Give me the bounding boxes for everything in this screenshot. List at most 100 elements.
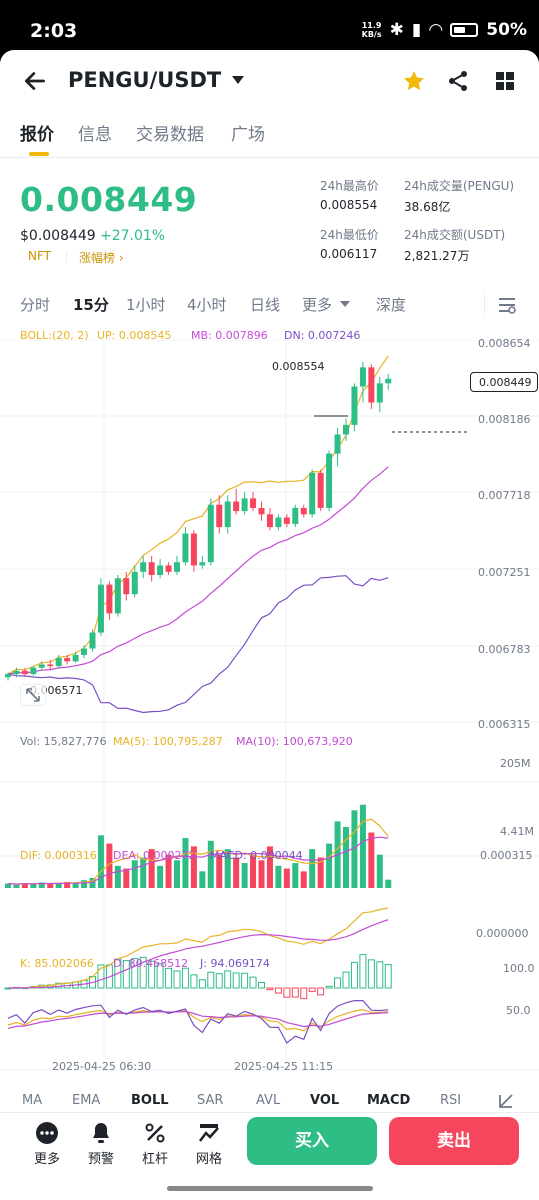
back-arrow-icon[interactable] [22,68,48,94]
alert-button[interactable]: 预警 [81,1121,121,1167]
candle [106,584,113,614]
indicator-tab-vol[interactable]: VOL [310,1093,340,1108]
bell-icon [93,1123,109,1143]
nft-tag[interactable]: NFT [28,249,51,263]
margin-button[interactable]: 杠杆 [135,1121,175,1167]
price-axis-label: 0.006315 [478,718,531,731]
boll-dn: DN: 0.007246 [284,329,361,342]
candle [72,654,79,662]
volume-bar [123,868,130,888]
macd-bar [376,961,384,989]
home-indicator [167,1186,373,1191]
vol-ma10: MA(10): 100,673,920 [236,735,353,748]
period-15m[interactable]: 15分 [73,296,109,314]
volume-bar [157,865,164,888]
period-1d[interactable]: 日线 [250,296,281,314]
macd-bar [148,960,156,989]
indicator-tab-rsi[interactable]: RSI [440,1093,462,1108]
period-4h[interactable]: 4小时 [187,296,227,314]
macd-bar [384,964,392,989]
buy-button[interactable]: 买入 [247,1117,377,1165]
net-speed: 11.9 KB/s [361,21,382,39]
macd-bar [274,987,282,994]
grid-bot-icon [199,1124,219,1142]
pair-title[interactable]: PENGU/USDT [68,68,222,92]
grid-button-label: 网格 [195,1152,222,1167]
tab-trade-data[interactable]: 交易数据 [136,125,204,145]
candle [216,504,223,528]
volume-bar [165,854,172,888]
indicator-tab-sar[interactable]: SAR [197,1093,224,1108]
macd-bar [190,974,198,989]
candle [317,472,324,508]
period-1h[interactable]: 1小时 [126,296,166,314]
kdj-j: J: 94.069174 [200,957,270,970]
candle [275,517,282,528]
expand-chart-icon[interactable] [20,684,46,706]
grid-button[interactable]: 网格 [189,1121,229,1167]
period-more[interactable]: 更多 [302,296,333,314]
indicator-tabs: MA EMA BOLL SAR AVL VOL MACD RSI [0,1090,539,1112]
high-marker-label: 0.008554 [272,360,325,373]
chart-settings-icon[interactable] [497,296,517,314]
volume-bar [81,880,88,888]
volume-bar [317,857,324,888]
volume-bar [326,843,333,888]
period-selector: 分时 15分 1小时 4小时 日线 更多 深度 [0,294,539,318]
tag-separator [66,251,67,262]
macd-dea: DEA: 0.000272 [113,849,196,862]
macd-bar [131,958,139,989]
macd-bar [300,987,308,1000]
macd-bar [308,987,316,992]
gainers-rank-link[interactable]: 涨幅榜 › [79,251,124,265]
macd-bar [156,963,164,989]
grid-menu-icon[interactable] [493,69,517,93]
macd-axis-label: 0.000315 [480,849,533,862]
candle [241,498,248,512]
indicator-tab-macd[interactable]: MACD [367,1093,411,1108]
indicator-tab-avl[interactable]: AVL [256,1093,281,1108]
vol-axis-label: 4.41M [500,825,534,838]
indicator-tab-ma[interactable]: MA [22,1093,43,1108]
header: PENGU/USDT [0,50,539,110]
candle [283,517,290,524]
kdj-axis-label: 100.0 [503,962,535,975]
price-axis-label: 0.008186 [478,413,531,426]
boll-up-line [7,355,389,675]
volume-bar [106,843,113,888]
vol-ma10-line [7,836,389,885]
macd-axis-label: 0.000000 [476,927,529,940]
tab-square[interactable]: 广场 [231,125,265,145]
period-depth[interactable]: 深度 [376,296,407,314]
candle [97,584,104,633]
kline-chart[interactable] [0,340,539,1090]
bluetooth-icon: ✱ [389,20,404,40]
candle [114,578,121,614]
battery-icon [450,23,479,37]
boll-mb-line [7,466,389,675]
macd-bar [122,960,130,989]
tab-quote[interactable]: 报价 [20,125,54,145]
volume-bar [5,883,11,888]
macd-bar [198,979,206,989]
more-caret-icon[interactable] [340,301,350,307]
tab-info[interactable]: 信息 [78,125,112,145]
sell-button[interactable]: 卖出 [389,1117,519,1165]
period-timeline[interactable]: 分时 [20,296,51,314]
candle [309,472,316,515]
indicator-tab-boll[interactable]: BOLL [131,1093,169,1108]
candle [351,386,358,425]
kdj-d-line [7,1010,389,1029]
pair-dropdown-icon[interactable] [232,76,244,84]
action-bar: 更多 预警 杠杆 网格 买入 卖出 [0,1112,539,1200]
macd-dif: DIF: 0.000316 [20,849,97,862]
indicator-tab-ema[interactable]: EMA [72,1093,101,1108]
share-icon[interactable] [446,69,470,93]
more-button[interactable]: 更多 [27,1121,67,1167]
volume-label: 24h成交量(PENGU) [404,179,515,193]
indicator-settings-icon[interactable] [497,1092,515,1110]
favorite-star-icon[interactable] [402,69,426,93]
volume-bar [55,883,62,888]
volume-bar [216,854,223,888]
candle [182,533,189,563]
